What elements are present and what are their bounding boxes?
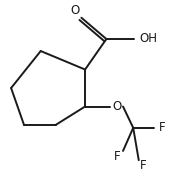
- Text: F: F: [159, 121, 165, 134]
- Text: O: O: [70, 4, 80, 17]
- Text: F: F: [114, 150, 121, 163]
- Text: O: O: [113, 100, 122, 113]
- Text: OH: OH: [139, 33, 157, 46]
- Text: F: F: [140, 159, 147, 172]
